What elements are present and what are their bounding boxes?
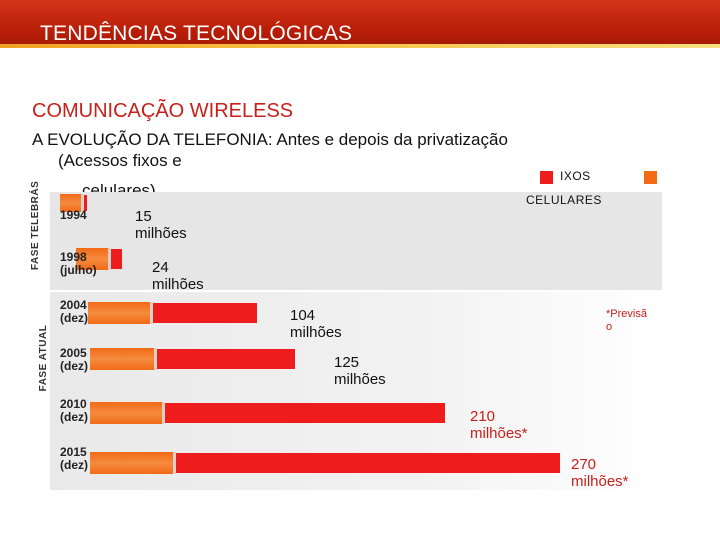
- bar-celulares-5: [176, 453, 561, 473]
- total-label-5: 270 milhões*: [571, 456, 629, 490]
- telebras-phase-panel: [50, 192, 662, 290]
- section-subtitle: COMUNICAÇÃO WIRELESS: [32, 100, 294, 122]
- legend-label-celulares: CELULARES: [526, 193, 602, 207]
- total-label-0: 15 milhões: [135, 208, 187, 242]
- bar-fixos-3: [90, 348, 157, 370]
- category-label-line: 2004: [60, 298, 87, 312]
- category-label-2: 2004 (dez): [60, 299, 88, 325]
- category-label-4: 2010 (dez): [60, 398, 88, 424]
- bar-fixos-0: [60, 194, 84, 212]
- phase-label-atual: FASE ATUAL: [38, 324, 49, 392]
- header-accent-line: [0, 44, 720, 48]
- category-label-line: (dez): [60, 410, 88, 424]
- total-label-4: 210 milhões*: [470, 408, 528, 442]
- category-label-line: (julho): [60, 263, 97, 277]
- total-label-line: 270: [571, 456, 597, 473]
- header-title: TENDÊNCIAS TECNOLÓGICAS: [40, 22, 353, 45]
- total-label-line: milhões: [152, 276, 204, 293]
- legend-swatch-celulares: [644, 171, 657, 184]
- category-label-line: (dez): [60, 311, 88, 325]
- chart-description-line2: (Acessos fixos e: [58, 151, 182, 170]
- total-label-3: 125 milhões: [334, 354, 386, 388]
- category-label-0: 1994: [60, 209, 87, 222]
- total-label-1: 24 milhões: [152, 259, 204, 293]
- header-bar: [0, 0, 720, 44]
- bar-fixos-1: [76, 248, 111, 270]
- category-label-5: 2015 (dez): [60, 446, 88, 472]
- phase-label-telebras: FASE TELEBRÁS: [30, 180, 41, 270]
- bar-fixos-2: [88, 302, 154, 324]
- category-label-1: 1998 (julho): [60, 251, 97, 277]
- bar-celulares-4: [165, 403, 445, 423]
- total-label-line: 210: [470, 408, 496, 425]
- total-label-line: milhões: [290, 324, 342, 341]
- category-label-line: (dez): [60, 359, 88, 373]
- category-label-3: 2005 (dez): [60, 347, 88, 373]
- category-label-line: 1998: [60, 250, 87, 264]
- total-label-line: milhões*: [571, 473, 629, 490]
- total-label-line: 24: [152, 259, 169, 276]
- forecast-note: *Previsã o: [606, 308, 647, 333]
- total-label-line: 104: [290, 307, 316, 324]
- bar-celulares-2: [153, 303, 258, 323]
- total-label-line: 15: [135, 208, 152, 225]
- category-label-line: (dez): [60, 458, 88, 472]
- legend-label-fixos: IXOS: [560, 169, 591, 183]
- bar-celulares-0: [83, 195, 87, 211]
- total-label-line: 125: [334, 354, 360, 371]
- total-label-line: milhões: [334, 371, 386, 388]
- bar-celulares-3: [157, 349, 295, 369]
- phase-divider: [50, 290, 662, 292]
- bar-celulares-1: [111, 249, 123, 269]
- category-label-line: 2015: [60, 445, 87, 459]
- category-label-line: 2010: [60, 397, 87, 411]
- total-label-line: milhões: [135, 225, 187, 242]
- legend-swatch-fixos: [540, 171, 553, 184]
- category-label-line: 1994: [60, 208, 87, 222]
- bar-fixos-5: [90, 452, 177, 474]
- bar-fixos-4: [90, 402, 165, 424]
- chart-description-line1: A EVOLUÇÃO DA TELEFONIA: Antes e depois …: [32, 130, 508, 149]
- category-label-line: 2005: [60, 346, 87, 360]
- total-label-line: milhões*: [470, 425, 528, 442]
- total-label-2: 104 milhões: [290, 307, 342, 341]
